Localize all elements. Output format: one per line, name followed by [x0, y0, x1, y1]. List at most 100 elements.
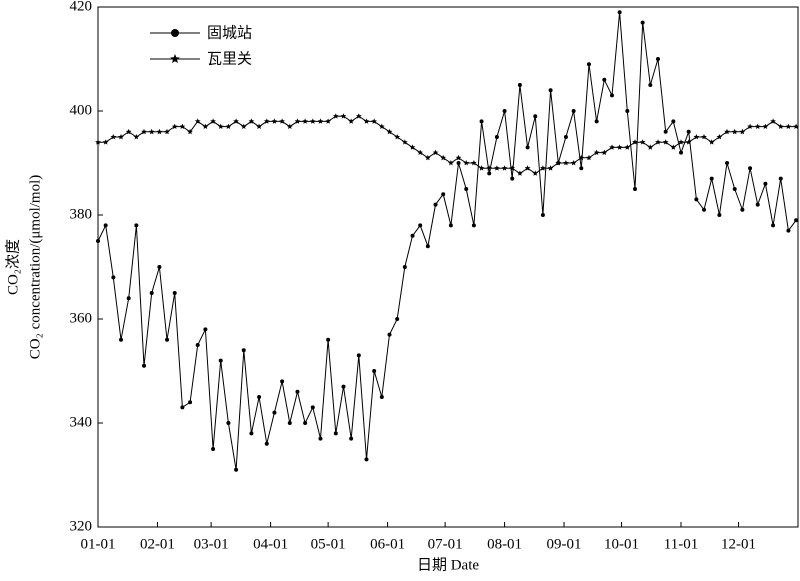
point — [187, 128, 193, 135]
point — [686, 129, 691, 134]
point — [578, 154, 585, 161]
x-tick-label: 12-01 — [721, 536, 756, 552]
x-tick-label: 09-01 — [547, 536, 582, 552]
point — [525, 145, 530, 150]
point — [624, 144, 631, 150]
point — [280, 379, 285, 384]
point — [440, 154, 447, 161]
point — [279, 118, 285, 124]
point — [594, 119, 599, 124]
point — [778, 176, 783, 181]
point — [172, 291, 177, 295]
point — [647, 144, 654, 150]
point — [195, 343, 200, 347]
point — [679, 150, 684, 155]
point — [96, 239, 100, 243]
point — [119, 337, 124, 342]
point — [533, 114, 538, 119]
series-line — [97, 12, 797, 470]
point — [632, 187, 637, 191]
point — [609, 93, 614, 98]
point — [194, 118, 201, 124]
y-tick-label: 380 — [70, 206, 93, 222]
point — [471, 223, 476, 228]
point — [754, 123, 761, 129]
point — [234, 467, 239, 472]
point — [203, 327, 208, 332]
point — [563, 135, 568, 139]
point — [395, 317, 400, 321]
point — [402, 265, 407, 269]
point — [694, 197, 699, 202]
point — [171, 123, 178, 129]
x-tick-label: 05-01 — [311, 536, 346, 552]
point — [125, 128, 132, 135]
x-tick-label: 02-01 — [140, 536, 175, 552]
point — [363, 118, 370, 124]
point — [356, 353, 361, 358]
point — [762, 123, 769, 129]
point — [602, 77, 607, 82]
y-tick-label: 400 — [70, 102, 93, 118]
point — [111, 275, 116, 280]
point — [548, 88, 553, 93]
x-tick-label: 10-01 — [604, 536, 639, 552]
point — [379, 395, 384, 399]
point — [164, 128, 170, 135]
point — [794, 218, 799, 223]
point — [317, 118, 324, 124]
point — [601, 149, 608, 155]
point — [149, 291, 154, 295]
point — [571, 109, 576, 113]
point — [709, 176, 714, 181]
legend-label: 瓦里关 — [207, 50, 252, 68]
x-tick-label: 04-01 — [253, 536, 288, 552]
point — [540, 165, 546, 171]
point — [771, 223, 776, 228]
point — [141, 128, 147, 135]
x-tick-label: 06-01 — [370, 536, 405, 552]
point — [456, 161, 461, 165]
point — [671, 119, 676, 124]
point — [126, 296, 131, 301]
point — [586, 62, 591, 67]
point — [755, 202, 760, 207]
y-tick-label: 360 — [70, 310, 93, 326]
point — [202, 123, 209, 129]
point — [502, 109, 507, 113]
point — [340, 113, 347, 119]
point — [272, 410, 277, 415]
point — [725, 161, 730, 165]
point — [249, 431, 254, 436]
point — [740, 207, 745, 212]
point — [263, 118, 270, 124]
point — [732, 187, 737, 191]
point — [708, 139, 715, 145]
point — [731, 128, 738, 135]
point — [685, 139, 692, 145]
point — [379, 123, 385, 129]
point — [471, 160, 477, 166]
point — [663, 129, 668, 134]
point — [570, 160, 577, 166]
point — [325, 118, 331, 124]
point — [165, 337, 170, 342]
x-tick-label: 07-01 — [428, 536, 463, 552]
point — [517, 83, 522, 87]
point — [793, 123, 799, 129]
point — [217, 123, 224, 129]
point — [448, 160, 454, 166]
point — [95, 139, 101, 145]
point — [639, 139, 646, 145]
point — [133, 134, 140, 140]
point — [739, 128, 746, 135]
point — [417, 149, 423, 155]
point — [763, 181, 768, 186]
point — [670, 144, 677, 150]
y-tick-label: 420 — [70, 0, 93, 14]
point — [294, 118, 301, 124]
point — [349, 436, 354, 441]
point — [309, 118, 316, 124]
point — [418, 223, 423, 228]
